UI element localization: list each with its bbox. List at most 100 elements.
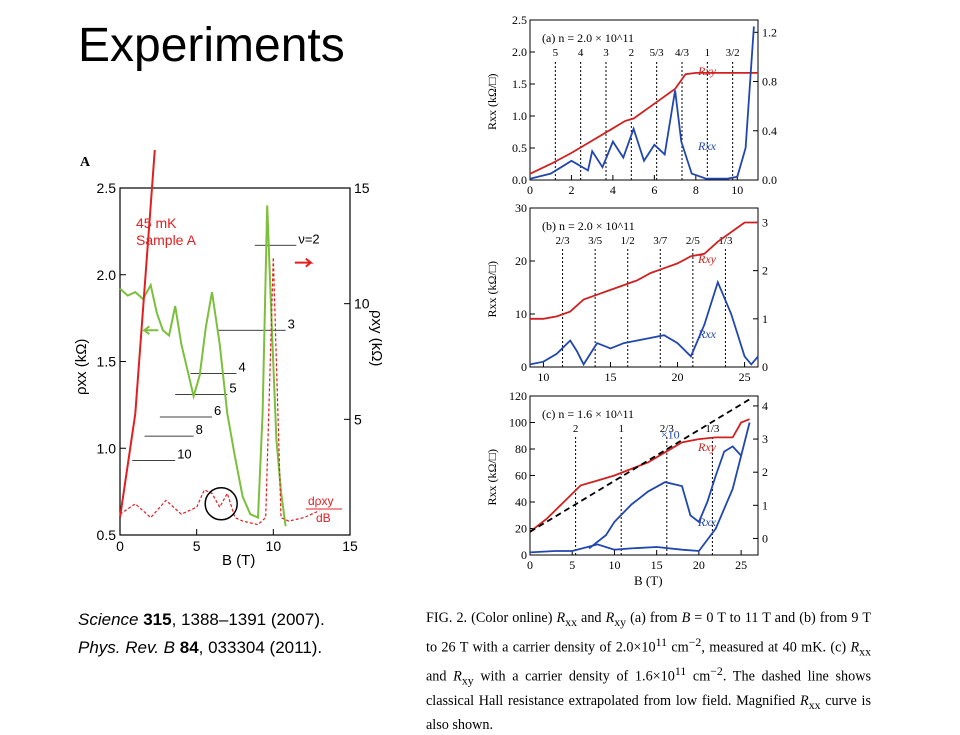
figure-a-plateau-label: 10 (177, 446, 191, 461)
panel-a-filling-label: 2 (629, 47, 635, 59)
panel-c-filling-label: 2 (573, 423, 579, 435)
panel-c-legend-label: Rxy (697, 440, 717, 454)
panel-c-ytick-right-label: 4 (762, 399, 768, 413)
caption-part-9: cm (686, 669, 711, 686)
caption-exp-3: 11 (674, 664, 687, 679)
panel-b-filling-label: 2/3 (556, 235, 571, 247)
panel-b-ytick-left-label: 30 (515, 201, 527, 215)
figure-a-ytick-right-label: 10 (354, 296, 370, 312)
figure-a-xtick-label: 15 (342, 538, 358, 554)
panel-a-ytick-right-label: 0.4 (762, 124, 777, 138)
caption-part-1: FIG. 2. (Color online) (426, 610, 557, 626)
panel-b-series (530, 221, 758, 320)
panel-b-filling-label: 3/7 (653, 235, 668, 247)
panel-a-ytick-right-label: 1.2 (762, 25, 777, 39)
panel-a-ytick-left-label: 0.0 (512, 173, 527, 187)
panel-a-panel-label: (a) n = 2.0 × 10^11 (542, 31, 634, 45)
panel-a-ylabel-left: Rxx (kΩ/□) (485, 74, 499, 131)
caption-rxx-sub-1: xx (565, 614, 577, 629)
panel-c-xtick-label: 25 (735, 558, 747, 572)
panel-b-ytick-right-label: 0 (762, 360, 768, 374)
panel-b-xtick-label: 25 (739, 370, 751, 384)
figure-a-ytick-left-label: 2.0 (97, 267, 117, 283)
figure-a-highlight-circle (204, 487, 238, 521)
panel-c-xtick-label: 0 (527, 558, 533, 572)
panel-b-xtick-label: 15 (604, 370, 616, 384)
reference-science: Science 315, 1388–1391 (2007). (78, 610, 325, 630)
panel-a-xtick-label: 0 (527, 183, 533, 197)
panel-b-legend-label: Rxx (697, 327, 717, 341)
panel-a-ytick-right-label: 0.0 (762, 173, 777, 187)
panel-c-xtick-label: 5 (569, 558, 575, 572)
panel-a-xtick-label: 2 (568, 183, 574, 197)
caption-exp-1: 11 (655, 634, 668, 649)
panel-b-ylabel-left: Rxx (kΩ/□) (485, 261, 499, 318)
figure-a-ytick-right-label: 15 (354, 180, 370, 196)
panel-c-series (529, 422, 751, 554)
figure-a-arrow-right-icon (294, 257, 314, 268)
panel-a-filling-label: 3/2 (726, 47, 740, 59)
panel-a-filling-label: 3 (603, 47, 609, 59)
figure-a-ytick-left-label: 2.5 (97, 180, 117, 196)
caption-part-5: cm (667, 639, 689, 656)
panel-a-xtick-label: 10 (731, 183, 743, 197)
panel-c-annotation: ×10 (661, 427, 680, 441)
figure-a-plateau-label: 5 (229, 380, 236, 395)
reference-prb: Phys. Rev. B 84, 033304 (2011). (78, 638, 322, 658)
panel-a-ytick-left-label: 2.5 (512, 14, 527, 27)
figure-a-ylabel-left: ρxx (kΩ) (73, 339, 90, 395)
figure-a-legend-den: dB (316, 511, 331, 525)
panel-c-ytick-left-label: 0 (521, 548, 527, 562)
figure-a-panel-label: A (80, 155, 91, 170)
caption-part-10: . The dashed line shows classical Hall r… (426, 669, 871, 709)
panel-c-series (588, 445, 742, 550)
caption-rxx-2: R (850, 639, 860, 656)
panel-b-xtick-label: 10 (537, 370, 549, 384)
figure-a-ytick-right-label: 5 (354, 411, 362, 427)
caption-rxx-sub-3: xx (808, 697, 821, 712)
panel-c-xtick-label: 10 (608, 558, 620, 572)
panel-a-filling-label: 4/3 (675, 47, 690, 59)
panel-c-ytick-left-label: 120 (509, 389, 527, 403)
figure-a-xtick-label: 10 (266, 538, 282, 554)
figure-a-arrow-left-icon (141, 325, 159, 336)
caption-part-3: (a) from (626, 610, 682, 626)
panel-c-ylabel-left: Rxx (kΩ/□) (485, 449, 499, 506)
panel-a-series (529, 26, 755, 180)
panel-c-ytick-left-label: 20 (515, 522, 527, 536)
figure-a-plateau-label: 4 (239, 360, 246, 375)
panel-a-legend-label: Rxx (697, 139, 717, 153)
caption-rxy-2: R (453, 669, 462, 686)
panel-a-legend-label: Rxy (697, 64, 717, 78)
reference-prb-volume: 84 (179, 638, 199, 657)
figure-a-xtick-label: 5 (193, 538, 201, 554)
panel-c-ytick-right-label: 0 (762, 531, 768, 545)
panel-b-ytick-left-label: 10 (515, 307, 527, 321)
caption-rxx-3: R (800, 692, 809, 709)
panel-c-xtick-label: 20 (693, 558, 705, 572)
panel-a-series (529, 72, 758, 175)
caption-rxx-1: R (556, 610, 566, 626)
figure-a-plateau-label: ν=2 (298, 231, 319, 246)
panel-b-ytick-left-label: 20 (515, 254, 527, 268)
figure-a-plateau-label: 6 (214, 403, 221, 418)
panel-b-series (529, 279, 759, 367)
caption-part-4: = 0 T to 11 T and (b) from 9 T to 26 T w… (426, 610, 871, 656)
panel-a-xtick-label: 4 (610, 183, 616, 197)
panel-a-frame (529, 19, 759, 181)
panel-b-ytick-right-label: 1 (762, 312, 768, 326)
figure-a-series-rho-xx (119, 205, 287, 527)
panel-c-series (529, 398, 751, 533)
figure-a-xtick-label: 0 (116, 538, 124, 554)
panel-c-ytick-right-label: 2 (762, 465, 768, 479)
panel-a-filling-label: 5/3 (650, 47, 665, 59)
panel-a-ytick-left-label: 1.5 (512, 77, 527, 91)
panel-c-ytick-right-label: 1 (762, 498, 768, 512)
figure-a-series-derivative (119, 257, 320, 526)
panel-a-ytick-left-label: 2.0 (512, 45, 527, 59)
figure-a-annotation-sample: Sample A (136, 232, 197, 248)
panel-b-ytick-right-label: 2 (762, 264, 768, 278)
panel-b-ytick-right-label: 3 (762, 215, 768, 229)
figure-a-ylabel-right: ρxy (kΩ) (368, 310, 382, 366)
